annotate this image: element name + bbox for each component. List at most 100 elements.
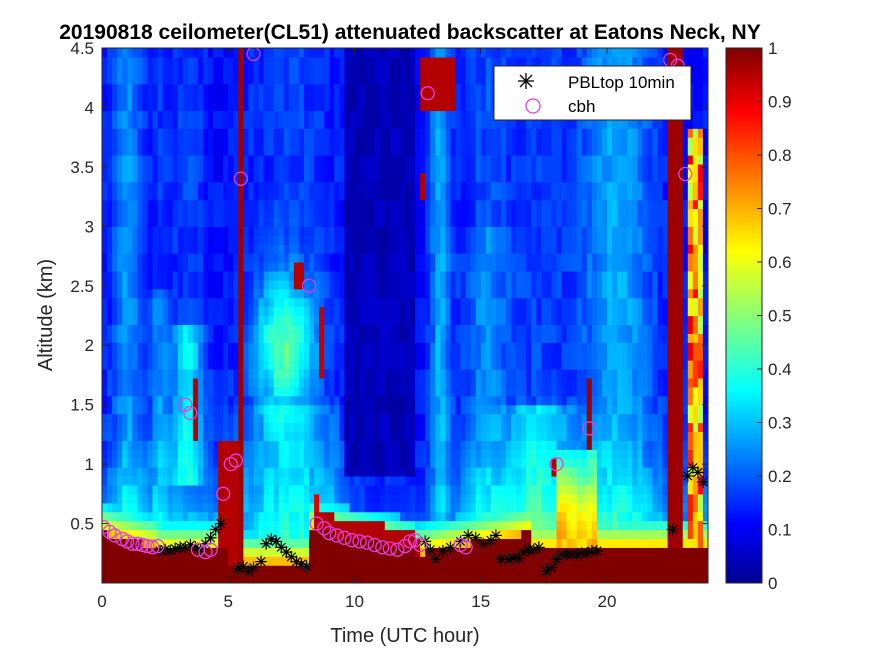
- heatmap-cell: [223, 556, 229, 566]
- heatmap-cell: [334, 520, 340, 531]
- heatmap-cell: [455, 493, 462, 504]
- heatmap-cell: [455, 244, 462, 254]
- heatmap-cell: [415, 565, 421, 575]
- heatmap-cell: [394, 74, 401, 85]
- heatmap-cell: [112, 377, 118, 388]
- heatmap-cell: [394, 431, 401, 441]
- heatmap-cell: [147, 449, 154, 459]
- heatmap-cell: [506, 128, 512, 138]
- heatmap-cell: [410, 449, 416, 459]
- heatmap-cell: [132, 253, 138, 263]
- heatmap-cell: [238, 137, 244, 147]
- heatmap-cell: [223, 306, 229, 317]
- heatmap-cell: [399, 56, 406, 67]
- heatmap-cell: [425, 155, 431, 165]
- heatmap-cell: [127, 306, 133, 317]
- heatmap-cell: [379, 449, 386, 459]
- heatmap-cell: [233, 92, 239, 103]
- heatmap-cell: [258, 431, 265, 441]
- heatmap-cell: [450, 538, 457, 548]
- heatmap-cell: [359, 199, 366, 210]
- heatmap-cell: [268, 199, 275, 210]
- heatmap-cell: [132, 574, 138, 583]
- heatmap-cell: [364, 217, 371, 227]
- heatmap-cell: [102, 511, 108, 522]
- heatmap-cell: [440, 369, 446, 379]
- heatmap-cell: [445, 279, 452, 290]
- heatmap-cell: [369, 440, 376, 450]
- heatmap-cell: [485, 279, 492, 290]
- heatmap-cell: [223, 324, 229, 334]
- heatmap-cell: [162, 422, 169, 433]
- heatmap-cell: [455, 48, 462, 58]
- heatmap-cell: [107, 137, 113, 147]
- heatmap-cell: [137, 377, 143, 388]
- heatmap-cell: [233, 208, 239, 219]
- heatmap-cell: [379, 253, 386, 263]
- heatmap-cell: [369, 324, 376, 334]
- heatmap-cell: [430, 146, 436, 156]
- heatmap-cell: [329, 538, 335, 548]
- heatmap-cell: [253, 440, 260, 450]
- heatmap-cell: [298, 369, 305, 379]
- heatmap-cell: [485, 92, 492, 103]
- heatmap-cell: [167, 262, 174, 272]
- heatmap-cell: [309, 351, 315, 361]
- heatmap-cell: [329, 128, 335, 138]
- heatmap-cell: [500, 199, 507, 210]
- heatmap-cell: [127, 226, 133, 236]
- heatmap-cell: [172, 253, 179, 263]
- heatmap-cell: [142, 155, 149, 165]
- heatmap-cell: [172, 511, 179, 522]
- heatmap-cell: [273, 369, 280, 379]
- heatmap-cell: [203, 155, 209, 165]
- heatmap-cell: [506, 315, 512, 326]
- heatmap-cell: [450, 226, 457, 236]
- heatmap-cell: [162, 48, 169, 58]
- heatmap-cell: [410, 484, 416, 495]
- heatmap-cell: [152, 235, 159, 245]
- heatmap-cell: [485, 288, 492, 299]
- heatmap-cell: [152, 413, 159, 424]
- heatmap-cell: [122, 146, 128, 156]
- heatmap-cell: [354, 65, 361, 76]
- heatmap-cell: [112, 101, 118, 112]
- heatmap-cell: [329, 101, 335, 112]
- heatmap-cell: [359, 386, 366, 397]
- heatmap-cell: [117, 440, 123, 450]
- heatmap-cell: [425, 74, 431, 85]
- heatmap-cell: [172, 48, 179, 58]
- heatmap-cell: [248, 110, 255, 120]
- heatmap-cell: [389, 270, 396, 281]
- heatmap-cell: [349, 520, 356, 531]
- heatmap-cell: [445, 342, 452, 352]
- heatmap-cell: [405, 449, 411, 459]
- heatmap-cell: [425, 324, 431, 334]
- heatmap-cell: [208, 324, 214, 334]
- heatmap-cell: [445, 458, 452, 468]
- heatmap-cell: [258, 502, 265, 513]
- heatmap-cell: [455, 253, 462, 263]
- heatmap-cell: [213, 493, 219, 504]
- heatmap-cell: [117, 395, 123, 406]
- heatmap-cell: [420, 511, 426, 522]
- heatmap-cell: [142, 306, 149, 317]
- heatmap-cell: [334, 235, 340, 245]
- heatmap-cell: [445, 56, 452, 67]
- heatmap-cell: [122, 538, 128, 548]
- heatmap-cell: [334, 574, 340, 583]
- heatmap-cell: [253, 262, 260, 272]
- heatmap-cell: [425, 235, 431, 245]
- heatmap-cell: [152, 119, 159, 129]
- heatmap-cell: [470, 270, 477, 281]
- heatmap-cell: [379, 172, 386, 183]
- heatmap-cell: [324, 48, 330, 58]
- heatmap-cell: [480, 92, 487, 103]
- heatmap-cell: [293, 386, 300, 397]
- heatmap-cell: [470, 520, 477, 531]
- heatmap-cell: [329, 458, 335, 468]
- heatmap-cell: [228, 48, 234, 58]
- heatmap-cell: [516, 172, 522, 183]
- heatmap-cell: [273, 155, 280, 165]
- heatmap-cell: [177, 56, 184, 67]
